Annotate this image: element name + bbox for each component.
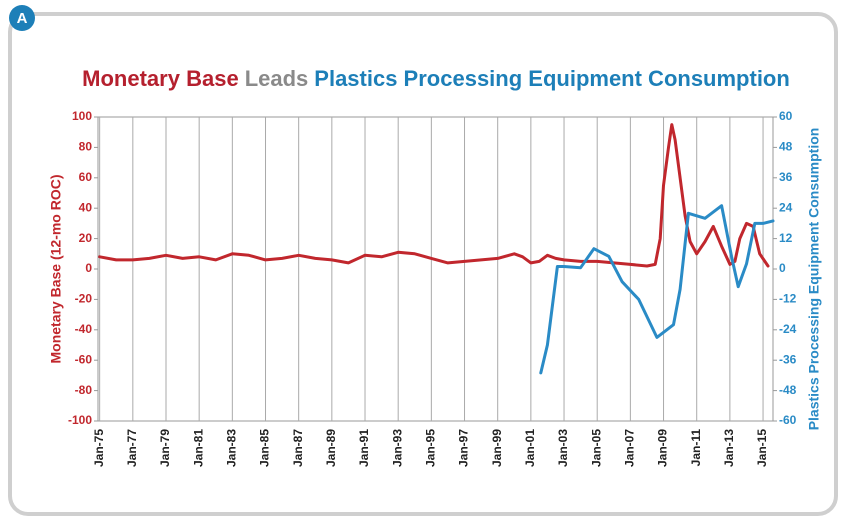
x-tick-label: Jan-05: [589, 429, 603, 467]
y2-tick-label: -24: [779, 322, 797, 336]
y-tick-label: 80: [79, 140, 93, 154]
x-tick-label: Jan-77: [125, 429, 139, 467]
y-tick-label: -80: [75, 383, 93, 397]
title-part: Leads: [245, 66, 309, 91]
y-tick-label: -100: [68, 413, 92, 427]
x-tick-label: Jan-93: [390, 429, 404, 467]
x-tick-label: Jan-87: [291, 429, 305, 467]
x-tick-label: Jan-07: [623, 429, 637, 467]
y-tick-label: 60: [79, 170, 93, 184]
x-tick-label: Jan-79: [158, 429, 172, 467]
x-tick-label: Jan-85: [258, 429, 272, 467]
y-tick-label: 20: [79, 231, 93, 245]
y2-tick-label: -60: [779, 413, 797, 427]
x-tick-label: Jan-09: [656, 429, 670, 467]
x-tick-label: Jan-97: [457, 429, 471, 467]
frame: [8, 12, 838, 516]
x-tick-label: Jan-01: [523, 429, 537, 467]
y-axis-label: Monetary Base (12-mo ROC): [48, 174, 64, 363]
series-line: [539, 204, 775, 375]
x-tick-label: Jan-81: [191, 429, 205, 467]
x-tick-label: Jan-91: [357, 429, 371, 467]
x-tick-label: Jan-99: [490, 429, 504, 467]
chart-title: Monetary Base Leads Plastics Processing Eq…: [82, 66, 790, 91]
badge: [9, 5, 35, 31]
y-tick-label: 0: [85, 261, 92, 275]
y2-tick-label: 60: [779, 109, 793, 123]
y2-tick-label: 24: [779, 200, 793, 214]
x-tick-label: Jan-03: [556, 429, 570, 467]
badge-label: A: [17, 10, 28, 27]
x-tick-label: Jan-95: [424, 429, 438, 467]
y2-tick-label: -48: [779, 383, 797, 397]
y-tick-label: -20: [75, 292, 93, 306]
x-tick-label: Jan-75: [92, 429, 106, 467]
y2-tick-label: -12: [779, 292, 797, 306]
x-tick-label: Jan-89: [324, 429, 338, 467]
series-line: [98, 123, 770, 268]
x-tick-label: Jan-15: [755, 429, 769, 467]
title-part: Monetary Base: [82, 66, 239, 91]
y2-axis-label: Plastics Processing Equipment Consumptio…: [806, 128, 822, 431]
y2-tick-label: 12: [779, 231, 793, 245]
y-tick-label: -60: [75, 352, 93, 366]
y-tick-label: -40: [75, 322, 93, 336]
x-tick-label: Jan-11: [689, 429, 703, 467]
y-tick-label: 40: [79, 200, 93, 214]
y2-tick-label: 36: [779, 170, 793, 184]
title-part: Plastics Processing Equipment Consumptio…: [314, 66, 790, 91]
y2-tick-label: -36: [779, 352, 797, 366]
y2-tick-label: 48: [779, 140, 793, 154]
y2-tick-label: 0: [779, 261, 786, 275]
x-tick-label: Jan-83: [225, 429, 239, 467]
y-tick-label: 100: [72, 109, 92, 123]
x-tick-label: Jan-13: [722, 429, 736, 467]
